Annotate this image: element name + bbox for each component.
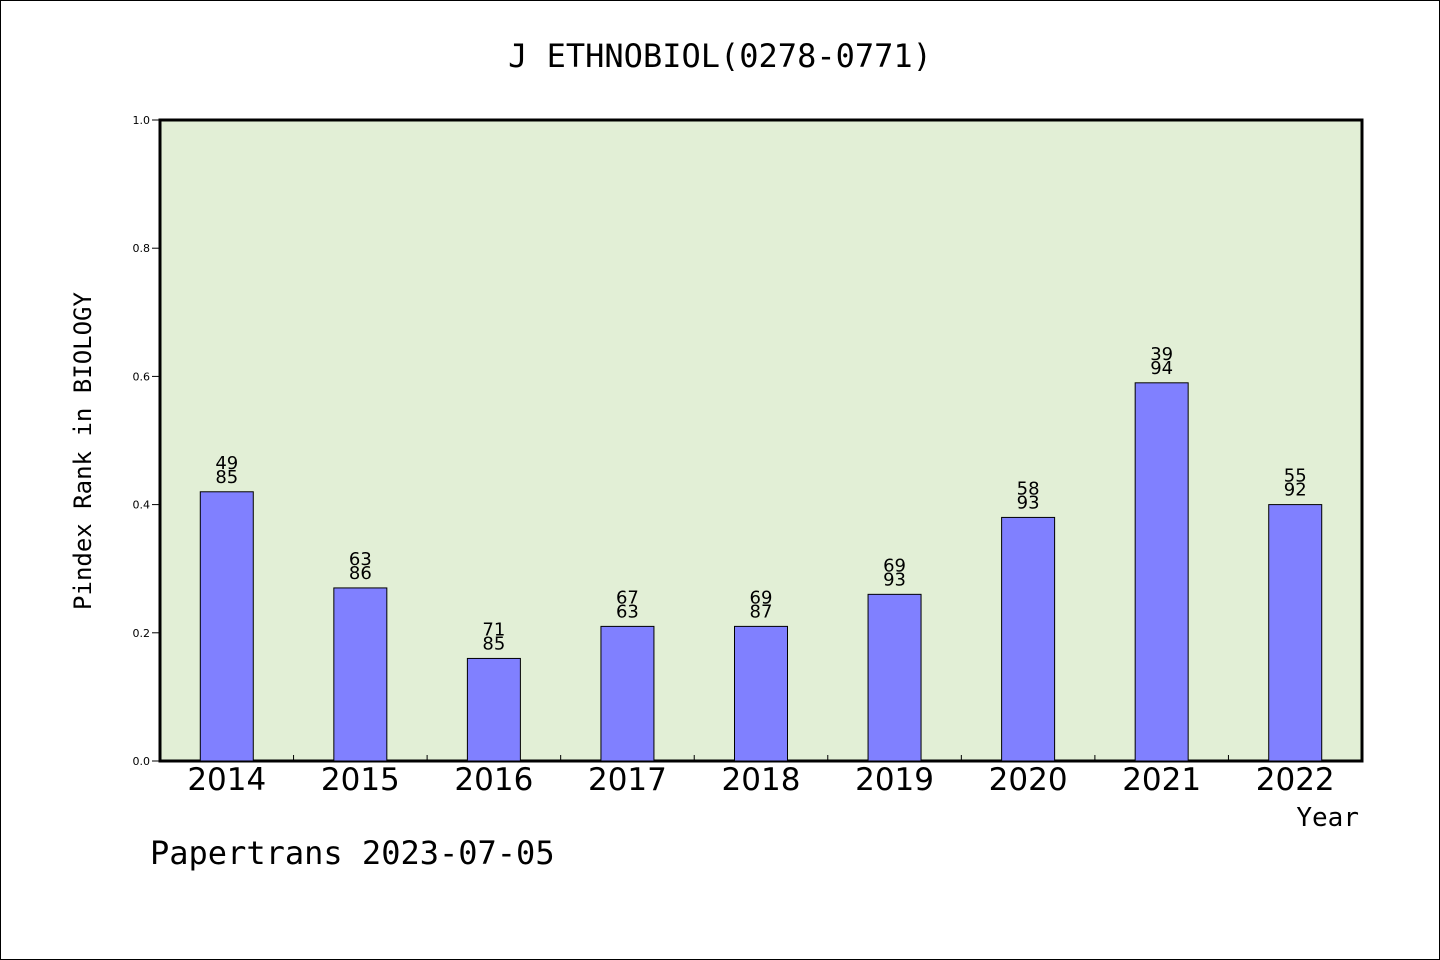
bar-label-top: 39 bbox=[1150, 344, 1173, 365]
bar-label-top: 69 bbox=[883, 555, 906, 576]
bar-label-top: 49 bbox=[215, 453, 238, 474]
bar-label-top: 55 bbox=[1284, 466, 1307, 487]
bar bbox=[466, 657, 521, 762]
bar bbox=[600, 625, 655, 762]
x-tick-label: 2017 bbox=[588, 762, 667, 798]
x-tick-label: 2019 bbox=[855, 762, 934, 798]
bar-label-bottom: 63 bbox=[616, 601, 639, 622]
bar-label-bottom: 94 bbox=[1150, 358, 1173, 379]
y-axis: 0.0 0.2 0.4 0.6 0.8 1.0 bbox=[133, 114, 160, 768]
bar bbox=[1001, 516, 1056, 762]
y-tick-label: 0.2 bbox=[133, 627, 151, 640]
bar bbox=[333, 587, 388, 762]
y-tick-label: 0.6 bbox=[133, 370, 151, 383]
bar bbox=[734, 625, 788, 762]
x-tick-label: 2015 bbox=[321, 762, 400, 798]
bar-label-bottom: 86 bbox=[349, 563, 372, 584]
x-tick-label: 2018 bbox=[722, 762, 801, 798]
y-tick-label: 1.0 bbox=[133, 114, 151, 127]
bar-label-bottom: 85 bbox=[215, 467, 238, 488]
x-axis: 2014 2015 2016 2017 2018 2019 2020 2021 2022 bbox=[187, 755, 1363, 798]
bar-label-top: 67 bbox=[616, 587, 639, 608]
chart-title: J ETHNOBIOL(0278-0771) bbox=[508, 37, 932, 75]
bar-label-top: 63 bbox=[349, 549, 372, 570]
x-tick-label: 2020 bbox=[989, 762, 1068, 798]
watermark-text: Papertrans 2023-07-05 bbox=[150, 834, 555, 872]
bar bbox=[1134, 382, 1189, 762]
bar-label-bottom: 85 bbox=[482, 633, 505, 654]
x-tick-label: 2021 bbox=[1122, 762, 1201, 798]
bar-label-bottom: 87 bbox=[750, 601, 773, 622]
bar-label-top: 58 bbox=[1017, 478, 1040, 499]
bar-label-bottom: 92 bbox=[1284, 480, 1307, 501]
y-tick-label: 0.0 bbox=[133, 755, 151, 768]
bar-label-top: 69 bbox=[750, 587, 773, 608]
bar-label-bottom: 93 bbox=[883, 569, 906, 590]
y-tick-label: 0.8 bbox=[133, 242, 151, 255]
bar bbox=[199, 491, 254, 762]
x-tick-label: 2016 bbox=[454, 762, 533, 798]
y-axis-label: Pindex Rank in BIOLOGY bbox=[69, 292, 97, 610]
bar-label-top: 71 bbox=[482, 619, 505, 640]
bar bbox=[867, 593, 922, 762]
x-axis-label: Year bbox=[1296, 803, 1359, 833]
x-tick-label: 2022 bbox=[1256, 762, 1335, 798]
bar bbox=[1268, 504, 1323, 762]
y-tick-label: 0.4 bbox=[133, 499, 151, 512]
x-tick-label: 2014 bbox=[187, 762, 266, 798]
bar-label-bottom: 93 bbox=[1017, 492, 1040, 513]
